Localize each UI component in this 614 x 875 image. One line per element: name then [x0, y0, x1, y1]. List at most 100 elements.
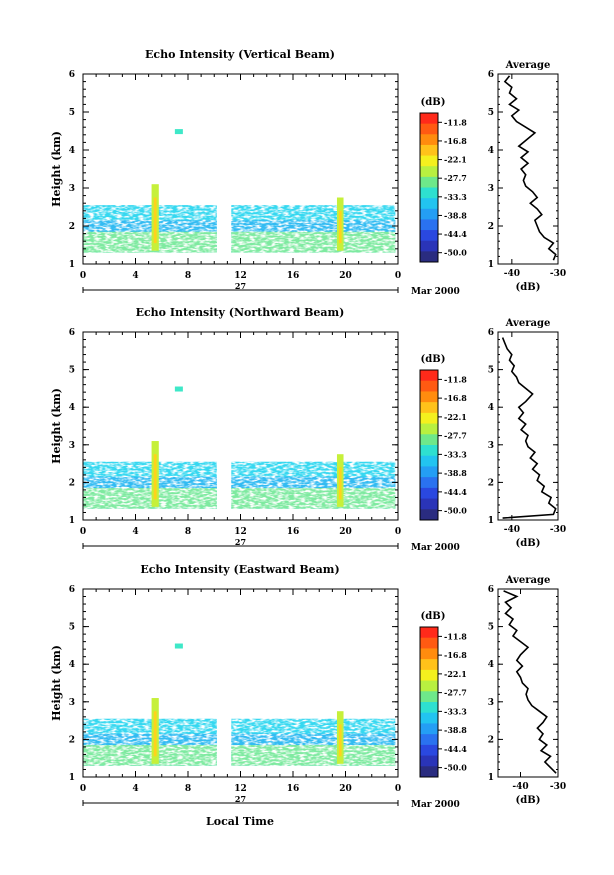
echo-band-mid — [231, 733, 396, 746]
y-axis: 1 2 3 4 5 6 — [69, 70, 398, 270]
y-axis-label: Height (km) — [50, 131, 63, 207]
y-axis-label: Height (km) — [50, 645, 63, 721]
heatmap-echo-area — [83, 129, 396, 253]
colorbar-swatch — [420, 455, 438, 467]
profile-y-tick-label: 6 — [488, 70, 494, 80]
colorbar-tick-label: -33.3 — [444, 706, 467, 716]
x-tick-label: 0 — [395, 271, 401, 281]
x-tick-label: 8 — [185, 527, 191, 537]
x-tick-label: 12 — [234, 271, 247, 281]
profile-y-tick-label: 3 — [488, 698, 494, 708]
echo-band-lower — [231, 231, 396, 253]
colorbar-tick-label: -50.0 — [444, 248, 467, 258]
profile-title: Average — [505, 60, 551, 71]
colorbar-swatch — [420, 766, 438, 778]
colorbar-swatch — [420, 509, 438, 521]
y-tick-label: 2 — [69, 222, 75, 232]
y-tick-label: 1 — [69, 773, 75, 783]
colorbar-swatch — [420, 240, 438, 252]
colorbar-swatch — [420, 166, 438, 178]
x-tick-label: 12 — [234, 784, 247, 794]
x-tick-label: 20 — [339, 271, 352, 281]
colorbar-swatch — [420, 498, 438, 510]
y-tick-label: 5 — [69, 366, 75, 376]
x-tick-label: 16 — [287, 784, 300, 794]
y-tick-label: 3 — [69, 698, 75, 708]
y-axis-label: Height (km) — [50, 388, 63, 464]
date-bar: 27 Mar 2000 — [82, 794, 460, 810]
colorbar-tick-label: -16.8 — [444, 393, 467, 403]
colorbar-swatch — [420, 134, 438, 146]
echo-field — [83, 205, 396, 253]
profile-title: Average — [505, 575, 551, 586]
colorbar-tick-label: -38.8 — [444, 725, 467, 735]
colorbar-unit: (dB) — [421, 354, 446, 365]
panel-title: Echo Intensity (Eastward Beam) — [140, 563, 339, 576]
colorbar-tick-label: -44.4 — [444, 229, 467, 239]
y-tick-label: 6 — [69, 70, 75, 80]
colorbar-tick-label: -11.8 — [444, 117, 467, 127]
colorbar: (dB) -11.8 -16.8 -22.1 -27.7 -33.3 -38.8 -44.4 -… — [419, 97, 467, 263]
colorbar-frame — [419, 369, 439, 521]
colorbar-tick-label: -11.8 — [444, 631, 467, 641]
y-tick-label: 6 — [69, 328, 75, 338]
colorbar-swatch — [420, 734, 438, 746]
x-axis: 0 4 8 12 16 20 0 — [80, 589, 401, 794]
colorbar-tick-label: -38.8 — [444, 210, 467, 220]
colorbar-tick-label: -50.0 — [444, 763, 467, 773]
x-axis: 0 4 8 12 16 20 0 — [80, 74, 401, 281]
profile-x-tick-label: -30 — [550, 269, 566, 279]
colorbar-tick-label: -16.8 — [444, 650, 467, 660]
colorbar-tick-label: -50.0 — [444, 506, 467, 516]
colorbar-swatch — [420, 230, 438, 242]
colorbar-tick-label: -11.8 — [444, 374, 467, 384]
colorbar-tick-label: -33.3 — [444, 192, 467, 202]
colorbar-swatch — [420, 659, 438, 671]
colorbar-swatch — [420, 627, 438, 639]
colorbar-unit: (dB) — [421, 97, 446, 108]
y-tick-label: 1 — [69, 260, 75, 270]
colorbar-unit: (dB) — [421, 611, 446, 622]
colorbar-swatch — [420, 648, 438, 660]
colorbar-swatch — [420, 723, 438, 735]
profile-x-tick-label: -40 — [504, 269, 520, 279]
heatmap-echo-area — [83, 643, 396, 766]
echo-band-lower — [231, 745, 396, 766]
month-label: Mar 2000 — [411, 800, 460, 810]
profile-title: Average — [505, 318, 551, 329]
colorbar-swatch — [420, 712, 438, 724]
echo-band-mid — [83, 733, 217, 746]
echo-core — [153, 711, 157, 757]
colorbar-swatch — [420, 155, 438, 167]
date-label: 27 — [235, 281, 246, 291]
colorbar-swatch — [420, 251, 438, 263]
profile-y-tick-label: 5 — [488, 108, 494, 118]
colorbar: (dB) -11.8 -16.8 -22.1 -27.7 -33.3 -38.8 -44.4 -… — [419, 611, 467, 778]
echo-core — [338, 724, 342, 757]
month-label: Mar 2000 — [411, 287, 460, 297]
echo-core — [153, 197, 157, 244]
panel-eastward-beam: Echo Intensity (Eastward Beam) 0 4 8 12 16 20… — [50, 563, 460, 828]
colorbar-swatch — [420, 423, 438, 435]
echo-core — [338, 467, 342, 500]
echo-band-lower — [83, 745, 217, 766]
profile-y-tick-label: 2 — [488, 478, 494, 488]
colorbar-swatch — [420, 219, 438, 231]
profile-x-tick-label: -30 — [550, 782, 566, 792]
colorbar-frame — [419, 112, 439, 263]
colorbar-swatch — [420, 187, 438, 199]
y-tick-label: 5 — [69, 108, 75, 118]
y-tick-label: 5 — [69, 623, 75, 633]
echo-field — [83, 718, 396, 766]
y-axis: 1 2 3 4 5 6 — [69, 585, 398, 783]
colorbar-swatch — [420, 370, 438, 382]
y-tick-label: 2 — [69, 735, 75, 745]
x-tick-label: 0 — [395, 527, 401, 537]
y-tick-label: 4 — [69, 146, 75, 156]
colorbar-swatch — [420, 391, 438, 403]
colorbar-tick-label: -27.7 — [444, 688, 467, 698]
colorbar-swatch — [420, 208, 438, 220]
colorbar-tick-label: -16.8 — [444, 136, 467, 146]
x-tick-label: 20 — [339, 527, 352, 537]
